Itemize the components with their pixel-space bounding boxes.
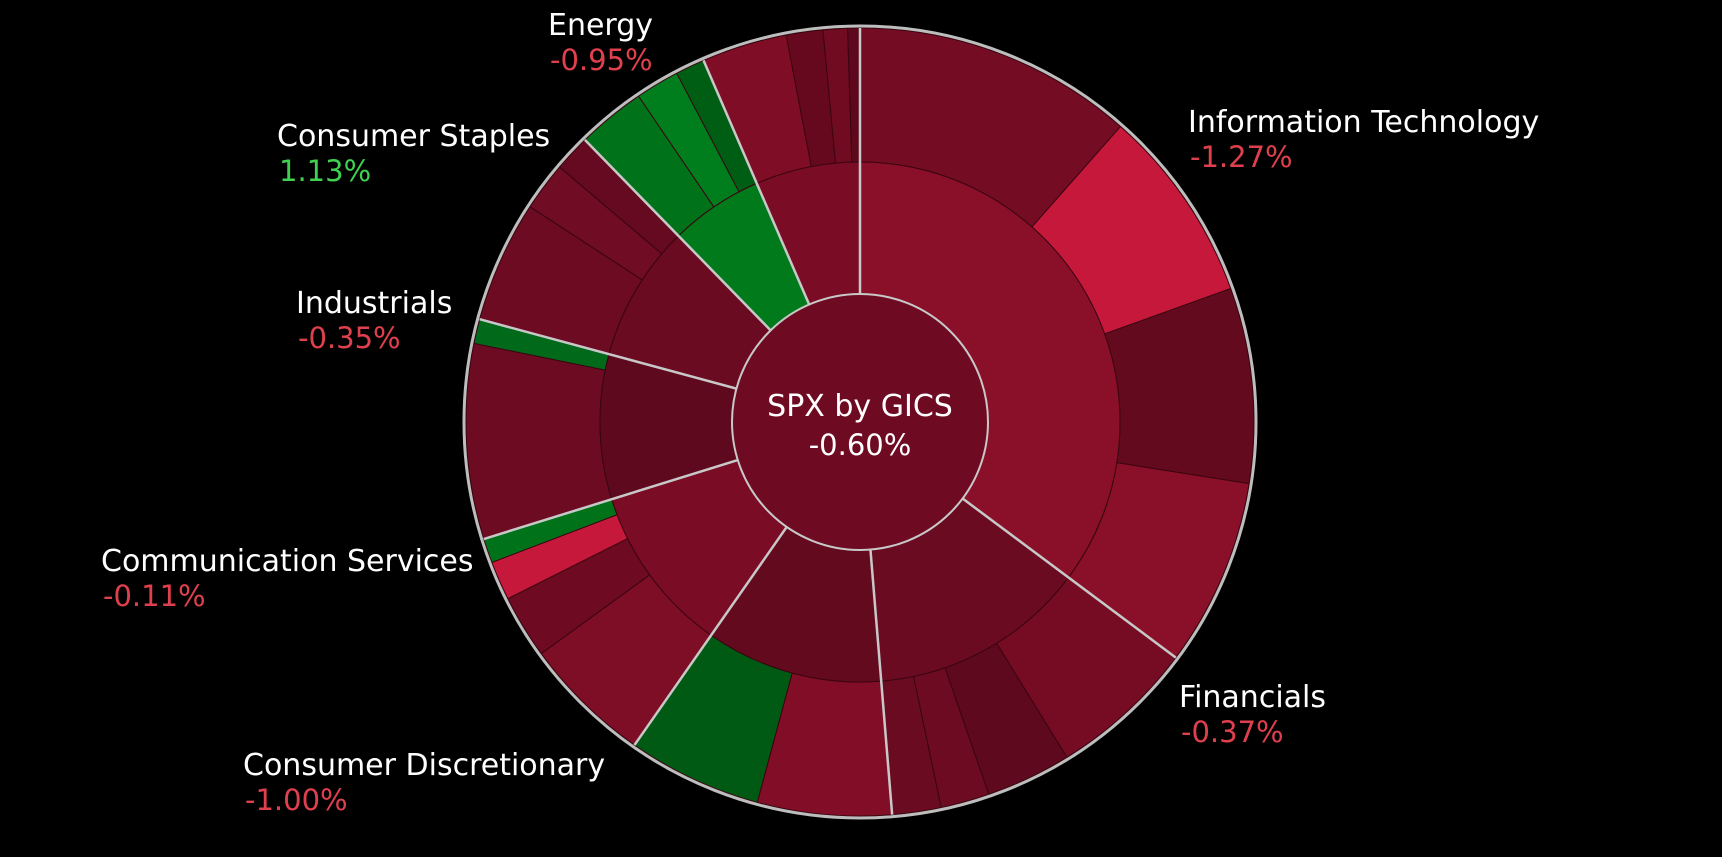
sector-labels: Energy-0.95% Information Technology-1.27%… bbox=[101, 8, 1539, 817]
sector-label-consumer-discretionary: Consumer Discretionary-1.00% bbox=[243, 748, 605, 817]
sector-separator-8 bbox=[702, 59, 811, 306]
sector-separator-7 bbox=[584, 139, 772, 332]
sector-label-communication-services: Communication Services-0.11% bbox=[101, 544, 474, 613]
sector-separator-5 bbox=[483, 458, 739, 541]
sector-change: -0.11% bbox=[103, 579, 206, 613]
sector-name: Information Technology bbox=[1188, 105, 1539, 140]
sector-name: Financials bbox=[1179, 680, 1326, 715]
sector-label-industrials: Industrials-0.35% bbox=[296, 286, 452, 355]
center-change: -0.60% bbox=[809, 428, 912, 462]
sector-change: -0.37% bbox=[1181, 715, 1284, 749]
sector-separator-4 bbox=[633, 526, 788, 746]
sector-label-information-technology: Information Technology-1.27% bbox=[1188, 105, 1539, 174]
sector-separators bbox=[479, 28, 1177, 815]
sector-separator-2 bbox=[961, 497, 1177, 659]
outer-ring bbox=[465, 27, 1255, 817]
sector-name: Industrials bbox=[296, 286, 452, 321]
sector-name: Consumer Staples bbox=[277, 119, 550, 154]
sector-name: Communication Services bbox=[101, 544, 474, 579]
chart-outline bbox=[462, 24, 1258, 820]
sector-separator-6 bbox=[479, 318, 737, 390]
sector-change: 1.13% bbox=[279, 154, 371, 188]
sector-label-financials: Financials-0.37% bbox=[1179, 680, 1326, 749]
sector-separator-3 bbox=[869, 549, 894, 815]
sector-label-energy: Energy-0.95% bbox=[548, 8, 653, 77]
sector-change: -0.95% bbox=[550, 43, 653, 77]
sector-change: -0.35% bbox=[298, 321, 401, 355]
sector-change: -1.27% bbox=[1190, 140, 1293, 174]
middle-ring bbox=[599, 161, 1121, 683]
sector-name: Energy bbox=[548, 8, 653, 43]
center-title: SPX by GICS bbox=[767, 389, 953, 424]
sector-change: -1.00% bbox=[245, 783, 348, 817]
sector-name: Consumer Discretionary bbox=[243, 748, 605, 783]
center-disc[interactable] bbox=[731, 293, 989, 551]
